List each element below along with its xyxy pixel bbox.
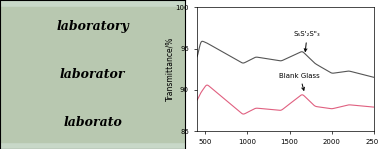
Text: laboratory: laboratory bbox=[56, 20, 129, 33]
Text: laborato: laborato bbox=[63, 116, 122, 129]
Text: Blank Glass: Blank Glass bbox=[279, 73, 320, 90]
Y-axis label: Transmittance/%: Transmittance/% bbox=[165, 37, 174, 101]
Text: S₅S'₂S"₃: S₅S'₂S"₃ bbox=[294, 31, 321, 51]
Text: laborator: laborator bbox=[60, 68, 125, 81]
